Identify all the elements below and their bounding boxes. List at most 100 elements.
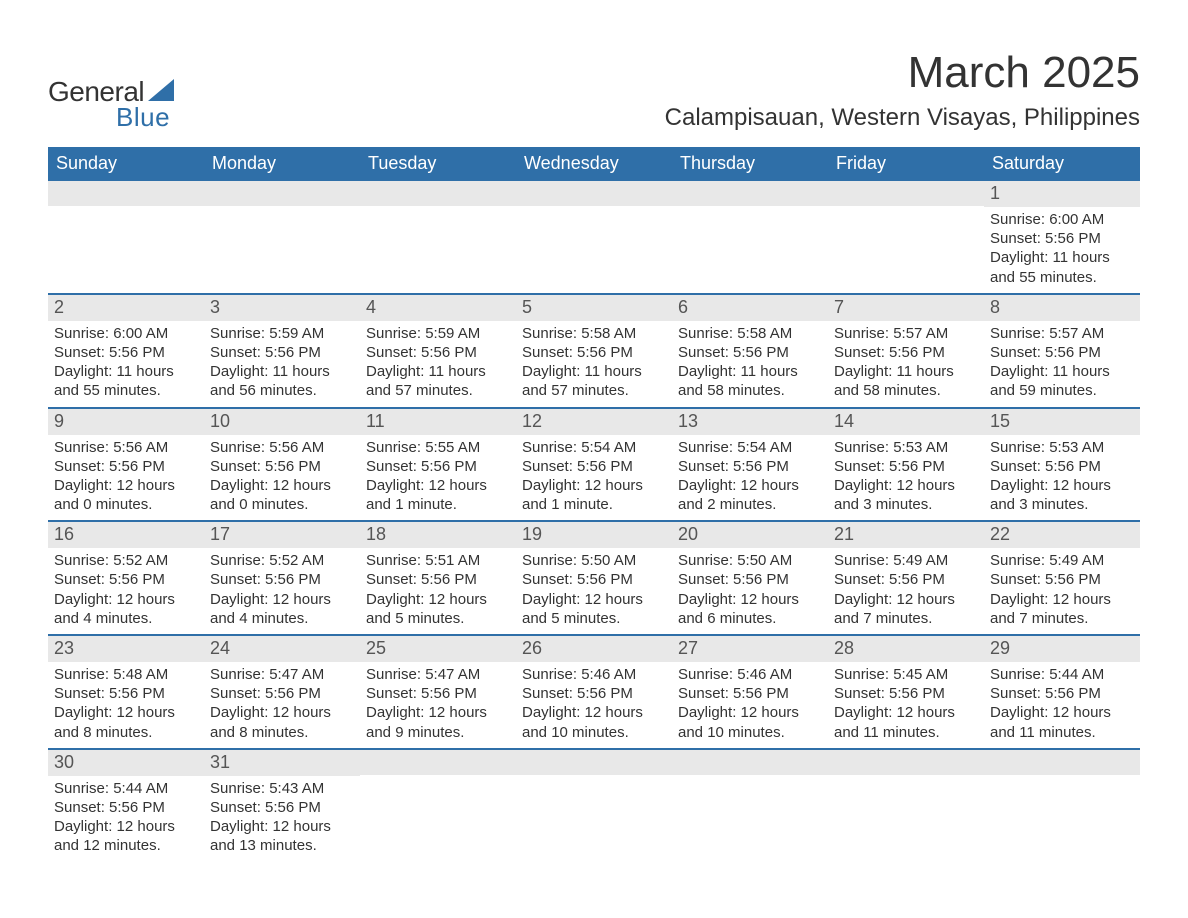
day-line: Sunset: 5:56 PM <box>54 798 198 817</box>
day-number: 30 <box>48 750 204 776</box>
day-line: Daylight: 12 hours <box>678 703 822 722</box>
day-line: Sunrise: 5:56 AM <box>54 438 198 457</box>
day-line: Sunset: 5:56 PM <box>678 570 822 589</box>
day-line: Sunset: 5:56 PM <box>522 684 666 703</box>
day-line: Daylight: 12 hours <box>522 703 666 722</box>
day-cell: 2Sunrise: 6:00 AMSunset: 5:56 PMDaylight… <box>48 295 204 407</box>
day-cell: 25Sunrise: 5:47 AMSunset: 5:56 PMDayligh… <box>360 636 516 748</box>
day-line: Sunset: 5:56 PM <box>678 684 822 703</box>
weekday-header: Friday <box>828 147 984 181</box>
day-line: Sunset: 5:56 PM <box>522 570 666 589</box>
weekday-header: Sunday <box>48 147 204 181</box>
day-line: Sunset: 5:56 PM <box>834 457 978 476</box>
logo-text-blue: Blue <box>116 102 174 133</box>
day-line: and 4 minutes. <box>54 609 198 628</box>
day-line: Sunrise: 5:57 AM <box>990 324 1134 343</box>
day-number: 22 <box>984 522 1140 548</box>
day-number: 15 <box>984 409 1140 435</box>
day-line: Daylight: 11 hours <box>54 362 198 381</box>
day-number: 7 <box>828 295 984 321</box>
title-block: March 2025 Calampisauan, Western Visayas… <box>665 48 1140 132</box>
day-line: Sunset: 5:56 PM <box>834 570 978 589</box>
day-content: Sunrise: 5:49 AMSunset: 5:56 PMDaylight:… <box>828 548 984 634</box>
day-line: Sunset: 5:56 PM <box>678 457 822 476</box>
day-line: and 55 minutes. <box>54 381 198 400</box>
day-line: Daylight: 12 hours <box>210 476 354 495</box>
day-number: 13 <box>672 409 828 435</box>
day-line: Sunrise: 5:54 AM <box>678 438 822 457</box>
day-cell <box>984 750 1140 862</box>
day-content: Sunrise: 5:57 AMSunset: 5:56 PMDaylight:… <box>828 321 984 407</box>
day-cell <box>204 181 360 293</box>
day-cell: 12Sunrise: 5:54 AMSunset: 5:56 PMDayligh… <box>516 409 672 521</box>
day-content: Sunrise: 6:00 AMSunset: 5:56 PMDaylight:… <box>984 207 1140 293</box>
day-line: Daylight: 12 hours <box>210 590 354 609</box>
day-content: Sunrise: 5:52 AMSunset: 5:56 PMDaylight:… <box>48 548 204 634</box>
day-line: Sunset: 5:56 PM <box>210 684 354 703</box>
day-line: Sunset: 5:56 PM <box>210 570 354 589</box>
day-number: 26 <box>516 636 672 662</box>
day-number <box>672 181 828 206</box>
day-line: Sunrise: 5:50 AM <box>678 551 822 570</box>
day-number: 9 <box>48 409 204 435</box>
day-cell <box>828 750 984 862</box>
day-number: 14 <box>828 409 984 435</box>
day-content: Sunrise: 5:43 AMSunset: 5:56 PMDaylight:… <box>204 776 360 862</box>
day-line: Daylight: 12 hours <box>366 703 510 722</box>
day-cell <box>516 181 672 293</box>
day-line: Sunrise: 5:56 AM <box>210 438 354 457</box>
day-cell: 7Sunrise: 5:57 AMSunset: 5:56 PMDaylight… <box>828 295 984 407</box>
day-cell: 8Sunrise: 5:57 AMSunset: 5:56 PMDaylight… <box>984 295 1140 407</box>
day-line: Daylight: 12 hours <box>990 703 1134 722</box>
day-line: Sunset: 5:56 PM <box>990 684 1134 703</box>
day-number <box>360 181 516 206</box>
day-line: Sunset: 5:56 PM <box>54 570 198 589</box>
calendar: Sunday Monday Tuesday Wednesday Thursday… <box>48 147 1140 862</box>
day-content <box>204 206 360 215</box>
day-cell: 21Sunrise: 5:49 AMSunset: 5:56 PMDayligh… <box>828 522 984 634</box>
day-line: and 7 minutes. <box>990 609 1134 628</box>
day-line: Sunset: 5:56 PM <box>990 229 1134 248</box>
day-line: Sunrise: 5:55 AM <box>366 438 510 457</box>
day-line: and 56 minutes. <box>210 381 354 400</box>
day-line: Daylight: 11 hours <box>366 362 510 381</box>
day-line: Daylight: 12 hours <box>54 476 198 495</box>
day-line: and 58 minutes. <box>834 381 978 400</box>
sail-shape <box>148 79 174 101</box>
day-line: and 1 minute. <box>366 495 510 514</box>
day-cell: 15Sunrise: 5:53 AMSunset: 5:56 PMDayligh… <box>984 409 1140 521</box>
day-content: Sunrise: 5:55 AMSunset: 5:56 PMDaylight:… <box>360 435 516 521</box>
day-line: Sunrise: 5:46 AM <box>522 665 666 684</box>
day-line: Sunrise: 5:54 AM <box>522 438 666 457</box>
day-line: Sunrise: 5:51 AM <box>366 551 510 570</box>
day-line: Daylight: 12 hours <box>210 817 354 836</box>
day-content <box>828 206 984 215</box>
day-number: 25 <box>360 636 516 662</box>
day-line: Sunset: 5:56 PM <box>990 570 1134 589</box>
day-number: 16 <box>48 522 204 548</box>
day-line: Sunset: 5:56 PM <box>678 343 822 362</box>
day-line: Sunset: 5:56 PM <box>522 457 666 476</box>
day-content: Sunrise: 5:44 AMSunset: 5:56 PMDaylight:… <box>984 662 1140 748</box>
day-line: Sunrise: 5:44 AM <box>54 779 198 798</box>
day-number: 24 <box>204 636 360 662</box>
day-line: Sunrise: 5:48 AM <box>54 665 198 684</box>
day-line: and 57 minutes. <box>366 381 510 400</box>
day-line: and 57 minutes. <box>522 381 666 400</box>
day-content: Sunrise: 5:46 AMSunset: 5:56 PMDaylight:… <box>516 662 672 748</box>
day-cell: 27Sunrise: 5:46 AMSunset: 5:56 PMDayligh… <box>672 636 828 748</box>
day-content: Sunrise: 5:47 AMSunset: 5:56 PMDaylight:… <box>360 662 516 748</box>
weeks-container: 1Sunrise: 6:00 AMSunset: 5:56 PMDaylight… <box>48 181 1140 862</box>
day-line: and 4 minutes. <box>210 609 354 628</box>
logo: General Blue <box>48 76 174 133</box>
day-cell: 30Sunrise: 5:44 AMSunset: 5:56 PMDayligh… <box>48 750 204 862</box>
day-content <box>672 775 828 784</box>
day-line: Sunrise: 6:00 AM <box>990 210 1134 229</box>
day-line: and 3 minutes. <box>990 495 1134 514</box>
day-line: and 10 minutes. <box>522 723 666 742</box>
day-cell: 22Sunrise: 5:49 AMSunset: 5:56 PMDayligh… <box>984 522 1140 634</box>
day-line: Sunrise: 5:52 AM <box>54 551 198 570</box>
day-cell: 14Sunrise: 5:53 AMSunset: 5:56 PMDayligh… <box>828 409 984 521</box>
day-number <box>672 750 828 775</box>
day-line: Sunrise: 5:46 AM <box>678 665 822 684</box>
